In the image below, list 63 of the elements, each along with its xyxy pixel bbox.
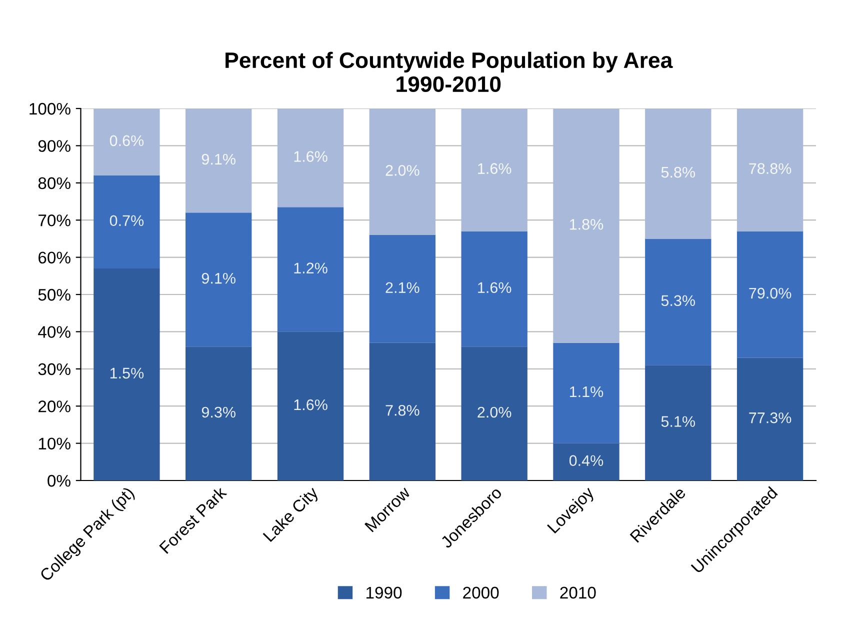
y-tick-label: 40% [38,326,70,338]
y-tick-label: 10% [38,438,70,450]
annotation: 78.8% [749,163,792,174]
y-tick-label: 0% [48,474,70,487]
chart-title: Percent of Countywide Population by Area 1990-2010 [226,52,673,92]
bar [277,332,344,480]
annotation: 1.6% [294,151,328,162]
y-tick-label: 80% [38,177,70,190]
annotation: 1.1% [570,386,604,398]
annotation: 2.1% [386,282,420,293]
annotation: 5.1% [661,416,696,427]
y-tick-label: 70% [38,214,70,226]
annotation: 0.6% [110,135,144,146]
bar [186,108,252,213]
y-tick-label: 60% [38,252,70,264]
bar [736,108,804,232]
bar [645,365,712,480]
annotation: 2.0% [386,165,420,176]
annotation: 9.1% [202,272,236,284]
bar [369,342,436,480]
annotation: 9.3% [202,406,236,418]
bar [186,346,252,480]
annotation: 77.3% [749,412,792,424]
annotation: 1.2% [294,262,328,274]
annotation: 5.8% [661,166,696,178]
annotation: 7.8% [386,404,420,416]
bar [94,268,160,480]
legend-label: 1990 [366,586,402,599]
legend-label: 2010 [560,586,596,599]
y-tick-label: 90% [38,140,70,152]
annotation: 1.6% [294,399,328,410]
annotation: 0.4% [569,455,604,466]
annotation: 0.7% [110,215,144,226]
bar [553,443,620,480]
bar [461,231,528,347]
annotation: 1.8% [570,218,604,230]
bar [461,108,528,232]
annotation: 2.0% [478,406,512,418]
annotation: 79.0% [749,288,792,299]
bar [736,358,804,480]
bar [369,234,436,343]
bar [369,108,436,235]
y-tick-label: 50% [38,288,70,301]
bar [553,342,620,444]
bar [645,238,712,366]
annotation: 5.3% [661,295,696,306]
annotation: 1.6% [478,282,512,294]
bar [94,175,160,268]
bar [553,108,620,343]
bar [94,108,160,176]
legend-label: 2000 [463,586,499,599]
annotation: 1.5% [110,368,144,379]
y-tick-label: 100% [30,102,70,115]
bar [736,231,804,358]
annotation: 1.6% [478,163,512,174]
bar [645,108,712,239]
bar [277,207,344,332]
annotation: 9.1% [202,154,236,165]
bar [461,346,528,480]
y-tick-label: 20% [38,400,70,412]
y-tick-label: 30% [38,363,70,376]
bar [277,108,344,208]
bar [186,212,252,347]
